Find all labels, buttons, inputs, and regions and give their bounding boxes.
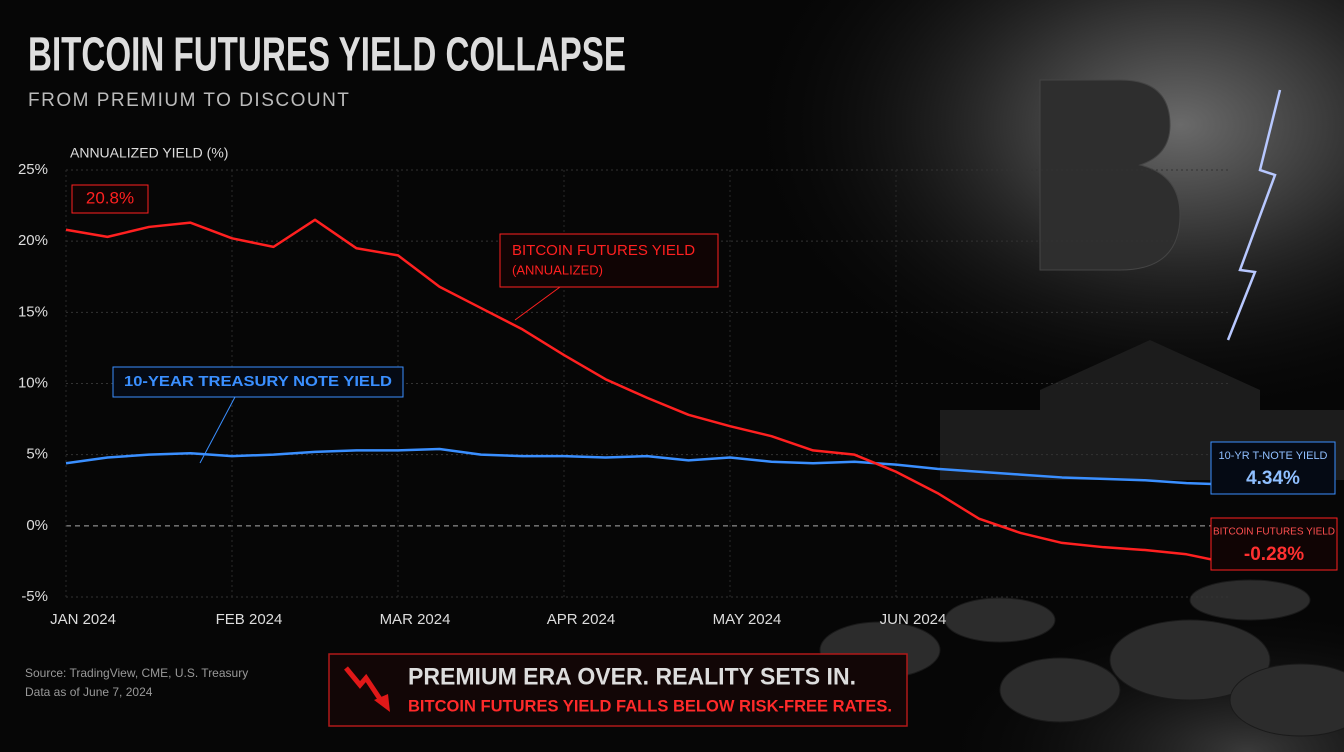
down-arrow-head: [374, 694, 390, 712]
y-tick-label: 25%: [18, 161, 48, 178]
plot: -5% 0% 5% 10% 15% 20% 25% JAN 2024 FEB 2024 MAR 2…: [18, 161, 1338, 628]
source: Source: TradingView, CME, U.S. Treasury: [25, 666, 248, 680]
series-line: [65, 447, 1229, 486]
end-label-value: 4.34%: [1246, 468, 1300, 489]
y-tick-label: -5%: [21, 588, 48, 605]
end-label-title: 10-YR T-NOTE YIELD: [1218, 450, 1327, 462]
series-label-box: [112, 366, 404, 398]
x-tick-label: JAN 2024: [50, 611, 116, 628]
end-label-title: BITCOIN FUTURES YIELD: [1213, 527, 1335, 538]
y-tick-label: 5%: [26, 446, 48, 463]
series-line: [65, 218, 1229, 565]
bitcoin-emblem: [1039, 79, 1181, 271]
banner-subline: BITCOIN FUTURES YIELD FALLS BELOW RISK-F…: [408, 696, 892, 715]
subtitle: FROM PREMIUM TO DISCOUNT: [28, 90, 350, 111]
title: BITCOIN FUTURES YIELD COLLAPSE: [28, 29, 626, 82]
y-tick-label: 0%: [26, 517, 48, 534]
series-label-note: (ANNUALIZED): [512, 262, 603, 277]
banner: [328, 653, 908, 727]
y-tick-label: 15%: [18, 303, 48, 320]
x-tick-label: FEB 2024: [216, 611, 283, 628]
series-label-box: [499, 233, 719, 288]
y-axis-label: ANNUALIZED YIELD (%): [70, 145, 228, 161]
end-label-value: -0.28%: [1244, 544, 1304, 565]
x-tick-label: APR 2024: [547, 611, 615, 628]
end-label-box: [1210, 441, 1336, 495]
y-tick-label: 20%: [18, 232, 48, 249]
x-tick-label: MAR 2024: [380, 611, 451, 628]
x-tick-label: JUN 2024: [880, 611, 947, 628]
end-label-box: [1210, 517, 1338, 571]
series-label: BITCOIN FUTURES YIELD: [512, 242, 695, 259]
x-tick-label: MAY 2024: [713, 611, 782, 628]
y-tick-label: 10%: [18, 374, 48, 391]
series-label: 10-YEAR TREASURY NOTE YIELD: [124, 373, 392, 390]
connector: [199, 396, 236, 464]
banner-headline: PREMIUM ERA OVER. REALITY SETS IN.: [408, 663, 856, 690]
connector: [514, 286, 561, 321]
start-callout-box: [71, 184, 149, 214]
source: Data as of June 7, 2024: [25, 685, 153, 699]
start-callout: 20.8%: [86, 188, 134, 207]
down-arrow: [344, 666, 385, 704]
lightning: [1226, 89, 1282, 341]
